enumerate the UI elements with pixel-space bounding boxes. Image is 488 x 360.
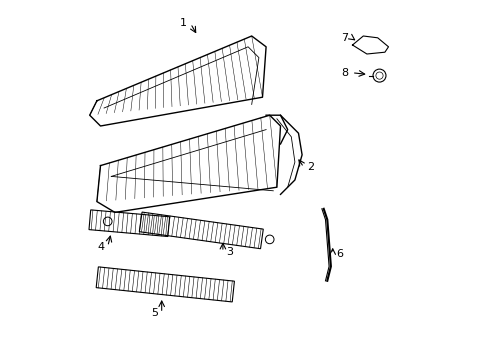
Text: 7: 7 — [340, 33, 347, 43]
Text: 4: 4 — [97, 242, 104, 252]
Polygon shape — [352, 36, 387, 54]
Text: 8: 8 — [340, 68, 347, 78]
Text: 3: 3 — [226, 247, 233, 257]
Text: 6: 6 — [336, 249, 343, 259]
Text: 5: 5 — [151, 308, 158, 318]
Text: 2: 2 — [307, 162, 314, 172]
Text: 1: 1 — [180, 18, 186, 28]
